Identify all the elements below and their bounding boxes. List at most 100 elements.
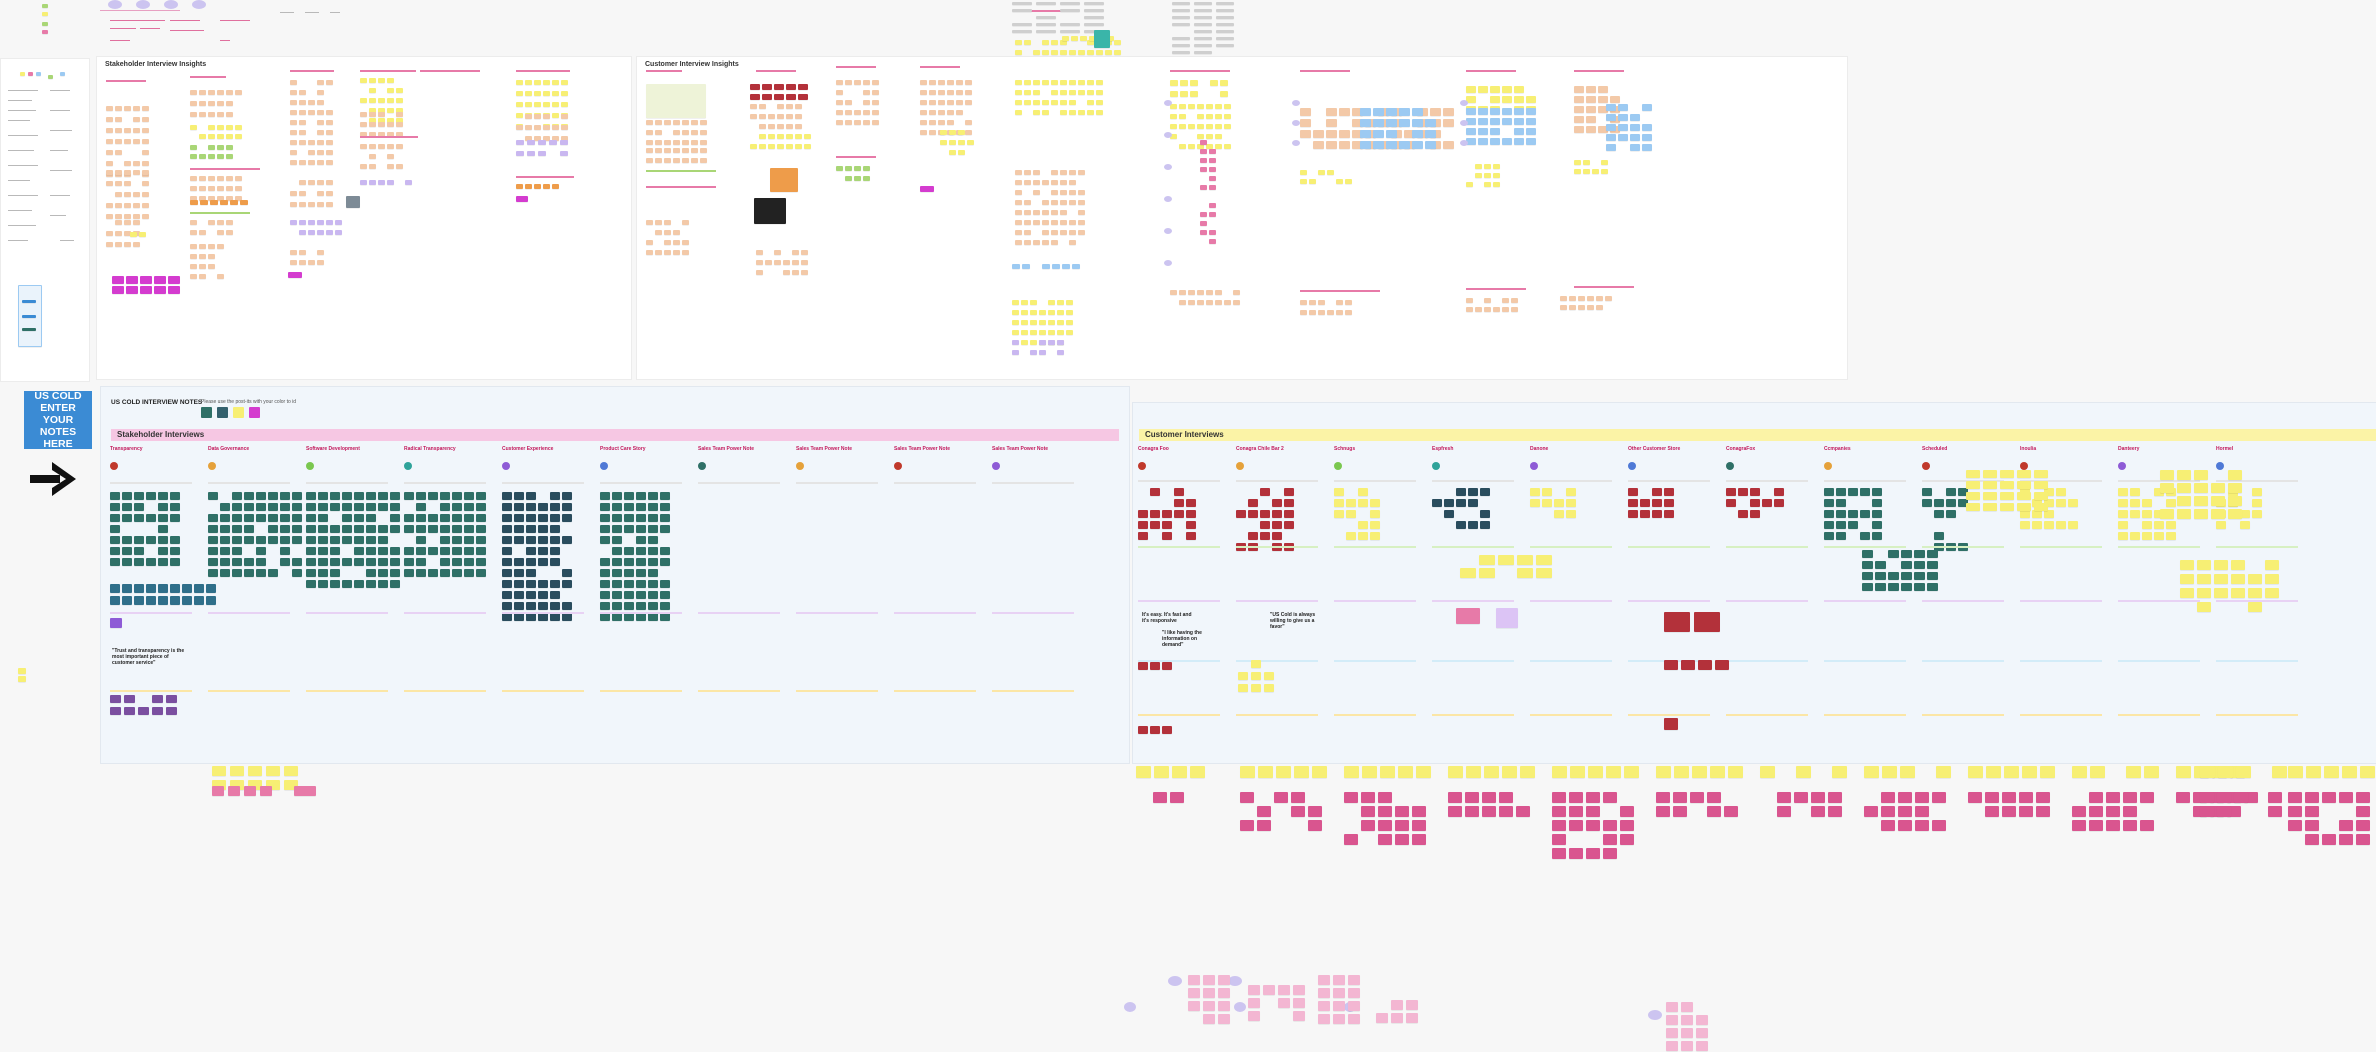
sticky-note[interactable]	[199, 112, 206, 117]
sticky-note[interactable]	[1888, 550, 1899, 558]
sticky-note[interactable]	[170, 584, 180, 593]
sticky-note[interactable]	[2020, 510, 2030, 518]
sticky-note[interactable]	[1346, 532, 1356, 540]
sticky-note[interactable]	[280, 558, 290, 566]
sticky-note[interactable]	[1480, 510, 1490, 518]
sticky-note[interactable]	[1578, 305, 1585, 310]
sticky-note[interactable]	[366, 558, 376, 566]
sticky-note[interactable]	[2322, 834, 2336, 845]
sticky-note[interactable]	[1084, 9, 1104, 12]
sticky-note[interactable]	[1696, 1041, 1708, 1051]
sticky-note[interactable]	[464, 503, 474, 511]
sticky-note[interactable]	[947, 120, 954, 125]
sticky-note[interactable]	[1983, 492, 1997, 500]
sticky-note[interactable]	[1642, 104, 1652, 111]
sticky-note[interactable]	[396, 164, 403, 169]
sticky-note[interactable]	[124, 203, 131, 208]
sticky-note[interactable]	[1618, 104, 1628, 111]
sticky-note[interactable]	[538, 151, 546, 156]
sticky-note[interactable]	[1203, 975, 1215, 985]
sticky-note[interactable]	[1179, 104, 1186, 109]
sticky-note[interactable]	[306, 580, 316, 588]
sticky-note[interactable]	[1395, 806, 1409, 817]
sticky-note[interactable]	[1656, 806, 1670, 817]
sticky-note[interactable]	[1039, 310, 1046, 315]
sticky-note[interactable]	[1188, 1001, 1200, 1011]
sticky-note[interactable]	[199, 101, 206, 106]
sticky-note[interactable]	[1412, 806, 1426, 817]
sticky-note[interactable]	[691, 120, 698, 125]
sticky-note[interactable]	[217, 230, 224, 235]
sticky-note[interactable]	[1386, 108, 1397, 116]
sticky-note[interactable]	[1566, 510, 1576, 518]
sticky-note[interactable]	[1021, 300, 1028, 305]
sticky-note[interactable]	[1605, 296, 1612, 301]
sticky-note[interactable]	[428, 547, 438, 555]
sticky-note[interactable]	[452, 558, 462, 566]
sticky-note[interactable]	[1966, 481, 1980, 489]
sticky-note[interactable]	[648, 503, 658, 511]
sticky-note[interactable]	[360, 144, 367, 149]
sticky-note[interactable]	[768, 124, 775, 129]
sticky-note[interactable]	[1378, 792, 1392, 803]
sticky-note[interactable]	[550, 525, 560, 533]
sticky-note[interactable]	[2123, 792, 2137, 803]
sticky-note[interactable]	[1042, 100, 1049, 105]
sticky-note[interactable]	[1915, 792, 1929, 803]
sticky-note[interactable]	[1386, 141, 1397, 149]
sticky-note[interactable]	[1087, 100, 1094, 105]
sticky-note[interactable]	[115, 117, 122, 122]
sticky-note[interactable]	[1386, 130, 1397, 138]
sticky-note[interactable]	[2142, 532, 2152, 540]
sticky-note[interactable]	[1042, 110, 1049, 115]
sticky-note[interactable]	[1498, 555, 1514, 565]
sticky-note[interactable]	[561, 91, 568, 96]
sticky-note[interactable]	[268, 503, 278, 511]
sticky-note[interactable]	[138, 707, 149, 715]
sticky-note[interactable]	[1630, 124, 1640, 131]
sticky-note[interactable]	[1456, 499, 1466, 507]
sticky-note[interactable]	[1012, 340, 1019, 345]
sticky-note[interactable]	[342, 580, 352, 588]
sticky-note[interactable]	[378, 108, 385, 113]
sticky-note[interactable]	[2194, 483, 2208, 493]
sticky-note[interactable]	[1060, 190, 1067, 195]
sticky-note[interactable]	[2154, 521, 2164, 529]
sticky-note[interactable]	[1466, 138, 1476, 145]
sticky-note[interactable]	[378, 98, 385, 103]
sticky-note[interactable]	[514, 558, 524, 566]
sticky-note[interactable]	[2020, 521, 2030, 529]
sticky-note[interactable]	[318, 569, 328, 577]
sticky-note[interactable]	[2072, 766, 2087, 778]
sticky-note[interactable]	[664, 240, 671, 245]
sticky-note[interactable]	[158, 514, 168, 522]
sticky-note[interactable]	[1215, 104, 1222, 109]
sticky-note[interactable]	[199, 274, 206, 279]
sticky-note[interactable]	[1606, 114, 1616, 121]
sticky-note[interactable]	[1848, 510, 1858, 518]
sticky-note[interactable]	[1024, 80, 1031, 85]
sticky-note[interactable]	[2339, 834, 2353, 845]
sticky-note[interactable]	[1012, 320, 1019, 325]
sticky-note[interactable]	[194, 584, 204, 593]
sticky-note[interactable]	[42, 12, 48, 16]
sticky-note[interactable]	[1276, 766, 1291, 778]
sticky-note[interactable]	[2214, 560, 2228, 570]
sticky-note[interactable]	[2130, 532, 2140, 540]
sticky-note[interactable]	[636, 547, 646, 555]
sticky-note[interactable]	[1848, 488, 1858, 496]
sticky-note[interactable]	[158, 584, 168, 593]
sticky-note[interactable]	[158, 547, 168, 555]
sticky-note[interactable]	[1983, 470, 1997, 478]
sticky-note[interactable]	[1934, 532, 1944, 540]
sticky-note[interactable]	[217, 134, 224, 139]
sticky-note[interactable]	[1824, 521, 1834, 529]
sticky-note[interactable]	[1015, 230, 1022, 235]
sticky-note[interactable]	[190, 274, 197, 279]
sticky-note[interactable]	[217, 176, 224, 181]
sticky-note[interactable]	[1015, 170, 1022, 175]
sticky-note[interactable]	[1552, 820, 1566, 831]
sticky-note[interactable]	[280, 536, 290, 544]
sticky-note[interactable]	[550, 602, 560, 610]
sticky-note[interactable]	[142, 117, 149, 122]
